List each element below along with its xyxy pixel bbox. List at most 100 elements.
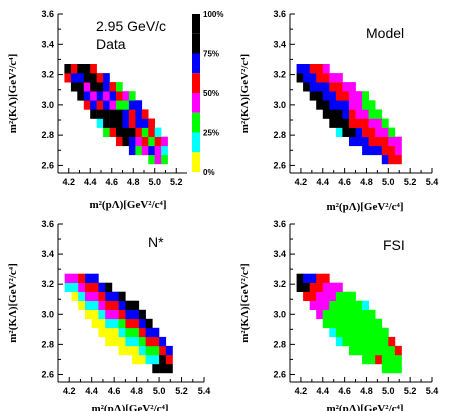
- heatmap-cell: [368, 354, 376, 365]
- heatmap-cell: [349, 300, 356, 310]
- heatmap-cell: [362, 318, 369, 329]
- heatmap-cell: [368, 109, 376, 119]
- heatmap-cell: [161, 154, 168, 165]
- y-tick-label: 2.6: [273, 160, 286, 170]
- heatmap-cell: [105, 282, 113, 292]
- heatmap-cell: [355, 300, 363, 310]
- heatmap-cell: [368, 327, 376, 338]
- heatmap-cell: [368, 318, 376, 329]
- y-tick-label: 2.6: [41, 160, 54, 170]
- heatmap-cell: [329, 282, 337, 292]
- heatmap-cell: [394, 354, 402, 365]
- heatmap-cell: [109, 118, 117, 128]
- x-tick-label: 4.8: [360, 386, 373, 396]
- heatmap-cell: [342, 336, 350, 347]
- heatmap-cell: [375, 118, 383, 128]
- heatmap-cell: [368, 336, 376, 347]
- heatmap-cell: [303, 73, 310, 83]
- heatmap-cell: [394, 136, 402, 147]
- heatmap-cell: [118, 327, 126, 338]
- panel-annotation: FSI: [383, 237, 405, 253]
- heatmap-cell: [91, 318, 99, 329]
- heatmap-cell: [329, 100, 337, 110]
- y-tick-label: 2.8: [41, 130, 54, 140]
- heatmap-cell: [135, 109, 143, 119]
- heatmap-cell: [335, 118, 343, 128]
- heatmap-cell: [91, 291, 99, 301]
- heatmap-cell: [138, 318, 146, 329]
- x-tick-label: 4.6: [108, 386, 121, 396]
- heatmap-cell: [78, 300, 86, 310]
- heatmap-cell: [309, 273, 317, 283]
- heatmap-cell: [125, 318, 133, 329]
- heatmap-cell: [165, 354, 173, 365]
- heatmap-cell: [161, 136, 168, 147]
- heatmap-cell: [388, 336, 396, 347]
- heatmap-cell: [159, 345, 167, 356]
- panel-fsi: 4.2 4.4 4.6 4.8 5.0 5.2 5.4 2.6 2.8 3.0 3.2 3.4 3.6 m…: [239, 219, 438, 411]
- heatmap-cell: [159, 354, 167, 365]
- heatmap-cells: [64, 273, 173, 374]
- heatmap-cell: [148, 127, 155, 137]
- heatmap-cell: [362, 336, 369, 347]
- heatmap-cell: [128, 91, 136, 101]
- x-tick-label: 5.0: [148, 177, 161, 187]
- heatmap-cell: [90, 64, 97, 74]
- heatmap-cell: [145, 336, 153, 347]
- heatmap-cell: [111, 318, 119, 329]
- heatmap-cell: [128, 109, 136, 119]
- heatmap-cell: [105, 327, 113, 338]
- x-tick-label: 4.6: [338, 386, 351, 396]
- heatmap-cell: [335, 309, 343, 320]
- heatmap-cell: [355, 91, 363, 101]
- y-tick-label: 3.0: [273, 309, 286, 319]
- heatmap-cell: [128, 136, 136, 147]
- heatmap-cell: [161, 145, 168, 156]
- heatmap-cell: [309, 91, 317, 101]
- heatmap-cell: [116, 82, 123, 92]
- x-tick-label: 5.0: [153, 386, 166, 396]
- heatmap-cell: [309, 282, 317, 292]
- y-tick-label: 3.2: [273, 70, 286, 80]
- heatmap-cell: [165, 363, 173, 374]
- x-axis-label: m²(pΛ)[GeV²/c⁴]: [89, 199, 166, 211]
- heatmap-cell: [83, 82, 91, 92]
- x-tick-label: 5.0: [382, 386, 395, 396]
- x-tick-label: 5.4: [426, 386, 439, 396]
- heatmap-cell: [335, 291, 343, 301]
- heatmap-cell: [342, 327, 350, 338]
- y-axis-label: m²(KΛ)[GeV²/c⁴]: [239, 54, 251, 133]
- heatmap-cell: [309, 64, 317, 74]
- heatmap-cell: [349, 309, 356, 320]
- heatmap-cell: [138, 354, 146, 365]
- heatmap-cell: [296, 282, 304, 292]
- heatmap-cell: [355, 336, 363, 347]
- heatmap-cell: [77, 73, 84, 83]
- heatmap-cell: [105, 309, 113, 320]
- heatmap-cell: [105, 291, 113, 301]
- heatmap-cell: [355, 309, 363, 320]
- heatmap-cell: [375, 336, 383, 347]
- x-tick-label: 5.0: [382, 177, 395, 187]
- heatmap-cell: [122, 118, 130, 128]
- panel-data: 4.2 4.4 4.6 4.8 5.0 5.2 2.6 2.8 3.0 3.2 3.4 3.6 m²(p…: [7, 9, 187, 211]
- heatmap-cell: [91, 273, 99, 283]
- y-tick-label: 2.6: [41, 369, 54, 379]
- heatmap-cell: [349, 91, 356, 101]
- heatmap-cell: [111, 327, 119, 338]
- x-tick-label: 5.4: [426, 177, 439, 187]
- heatmap-cell: [316, 282, 324, 292]
- heatmap-cell: [64, 64, 72, 74]
- y-tick-label: 3.6: [273, 9, 286, 19]
- heatmap-cell: [154, 154, 162, 165]
- heatmap-cell: [98, 318, 106, 329]
- heatmap-cell: [381, 127, 389, 137]
- heatmap-cell: [152, 354, 160, 365]
- heatmap-cell: [85, 273, 92, 283]
- heatmap-cell: [309, 73, 317, 83]
- heatmap-cell: [148, 118, 155, 128]
- heatmap-cell: [388, 145, 396, 156]
- x-tick-label: 5.4: [198, 386, 211, 396]
- heatmap-cell: [77, 82, 84, 92]
- heatmap-cell: [122, 127, 130, 137]
